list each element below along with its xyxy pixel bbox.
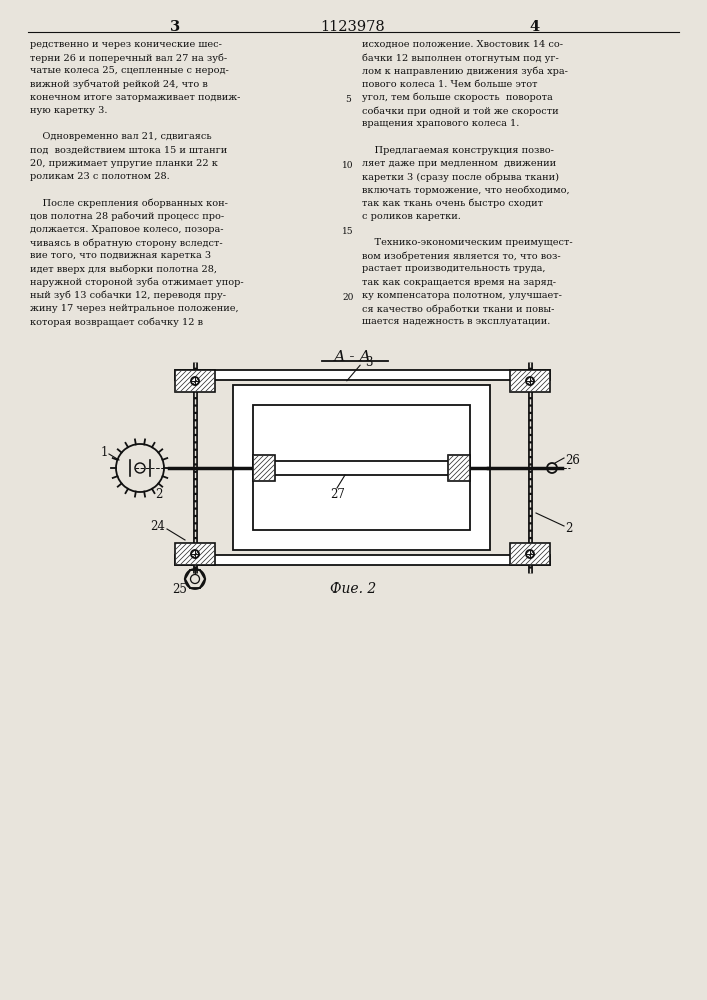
- Text: под  воздействием штока 15 и штанги: под воздействием штока 15 и штанги: [30, 146, 227, 155]
- Text: которая возвращает собачку 12 в: которая возвращает собачку 12 в: [30, 317, 203, 327]
- Text: растает производительность труда,: растает производительность труда,: [362, 264, 546, 273]
- Text: 3: 3: [365, 357, 373, 369]
- Text: пового колеса 1. Чем больше этот: пового колеса 1. Чем больше этот: [362, 80, 537, 89]
- Text: ную каретку 3.: ную каретку 3.: [30, 106, 107, 115]
- Text: роликам 23 с полотном 28.: роликам 23 с полотном 28.: [30, 172, 170, 181]
- Text: так как ткань очень быстро сходит: так как ткань очень быстро сходит: [362, 198, 543, 208]
- Bar: [510, 543, 550, 565]
- Text: ляет даже при медленном  движении: ляет даже при медленном движении: [362, 159, 556, 168]
- Text: вижной зубчатой рейкой 24, что в: вижной зубчатой рейкой 24, что в: [30, 80, 208, 89]
- Text: ный зуб 13 собачки 12, переводя пру-: ный зуб 13 собачки 12, переводя пру-: [30, 291, 226, 300]
- Text: чатые колеса 25, сцепленные с неpод-: чатые колеса 25, сцепленные с неpод-: [30, 66, 229, 75]
- Text: 1123978: 1123978: [321, 20, 385, 34]
- Text: бачки 12 выполнен отогнутым под уг-: бачки 12 выполнен отогнутым под уг-: [362, 53, 559, 63]
- Bar: [175, 555, 550, 565]
- Text: 1: 1: [100, 446, 108, 460]
- Text: цов полотна 28 рабочий процесс про-: цов полотна 28 рабочий процесс про-: [30, 212, 224, 221]
- Text: 26: 26: [565, 454, 580, 466]
- Text: лом к направлению движения зуба хра-: лом к направлению движения зуба хра-: [362, 66, 568, 76]
- Text: терни 26 и поперечный вал 27 на зуб-: терни 26 и поперечный вал 27 на зуб-: [30, 53, 227, 63]
- Bar: [233, 385, 490, 550]
- Text: ся качество обработки ткани и повы-: ся качество обработки ткани и повы-: [362, 304, 554, 314]
- Text: 2: 2: [156, 488, 163, 502]
- Text: 20, прижимает упругие планки 22 к: 20, прижимает упругие планки 22 к: [30, 159, 218, 168]
- Text: вом изобретения является то, что воз-: вом изобретения является то, что воз-: [362, 251, 561, 261]
- Text: 2: 2: [565, 522, 573, 534]
- Text: Предлагаемая конструкция позво-: Предлагаемая конструкция позво-: [362, 146, 554, 155]
- Text: 20: 20: [342, 293, 354, 302]
- Text: 3: 3: [170, 20, 180, 34]
- Text: должается. Храповое колесо, позора-: должается. Храповое колесо, позора-: [30, 225, 223, 234]
- Bar: [253, 455, 275, 481]
- Text: вращения храпового колеса 1.: вращения храпового колеса 1.: [362, 119, 520, 128]
- Text: шается надежность в эксплуатации.: шается надежность в эксплуатации.: [362, 317, 550, 326]
- Text: угол, тем больше скорость  поворота: угол, тем больше скорость поворота: [362, 93, 553, 102]
- Text: Технико-экономическим преимущест-: Технико-экономическим преимущест-: [362, 238, 573, 247]
- Text: 15: 15: [342, 227, 354, 236]
- Text: идет вверх для выборки полотна 28,: идет вверх для выборки полотна 28,: [30, 264, 217, 274]
- Text: А - А: А - А: [334, 350, 372, 364]
- Text: так как сокращается время на заряд-: так как сокращается время на заряд-: [362, 278, 556, 287]
- Text: редственно и через конические шес-: редственно и через конические шес-: [30, 40, 222, 49]
- Text: 4: 4: [530, 20, 540, 34]
- Text: После скрепления оборванных кон-: После скрепления оборванных кон-: [30, 198, 228, 208]
- Bar: [175, 370, 215, 392]
- Text: наружной стороной зуба отжимает упор-: наружной стороной зуба отжимает упор-: [30, 278, 244, 287]
- Text: жину 17 через нейтральное положение,: жину 17 через нейтральное положение,: [30, 304, 239, 313]
- Text: 10: 10: [342, 161, 354, 170]
- Bar: [510, 370, 550, 392]
- Text: Фие. 2: Фие. 2: [330, 582, 376, 596]
- Text: вие того, что подвижная каретка 3: вие того, что подвижная каретка 3: [30, 251, 211, 260]
- Text: включать торможение, что необходимо,: включать торможение, что необходимо,: [362, 185, 570, 195]
- Text: каретки 3 (сразу после обрыва ткани): каретки 3 (сразу после обрыва ткани): [362, 172, 559, 182]
- Text: с роликов каретки.: с роликов каретки.: [362, 212, 461, 221]
- Bar: [175, 543, 215, 565]
- Text: собачки при одной и той же скорости: собачки при одной и той же скорости: [362, 106, 559, 115]
- Text: 25: 25: [173, 583, 187, 596]
- Text: 24: 24: [150, 520, 165, 534]
- Bar: [448, 455, 470, 481]
- Text: 27: 27: [330, 488, 345, 501]
- Text: 5: 5: [345, 95, 351, 104]
- Bar: [175, 370, 550, 380]
- Text: исходное положение. Хвостовик 14 со-: исходное положение. Хвостовик 14 со-: [362, 40, 563, 49]
- Bar: [253, 461, 470, 475]
- Text: Одновременно вал 21, сдвигаясь: Одновременно вал 21, сдвигаясь: [30, 132, 211, 141]
- Text: чиваясь в обратную сторону вследст-: чиваясь в обратную сторону вследст-: [30, 238, 223, 247]
- Text: ку компенсатора полотном, улучшает-: ку компенсатора полотном, улучшает-: [362, 291, 562, 300]
- Text: конечном итоге затормаживает подвиж-: конечном итоге затормаживает подвиж-: [30, 93, 240, 102]
- Bar: [253, 405, 470, 530]
